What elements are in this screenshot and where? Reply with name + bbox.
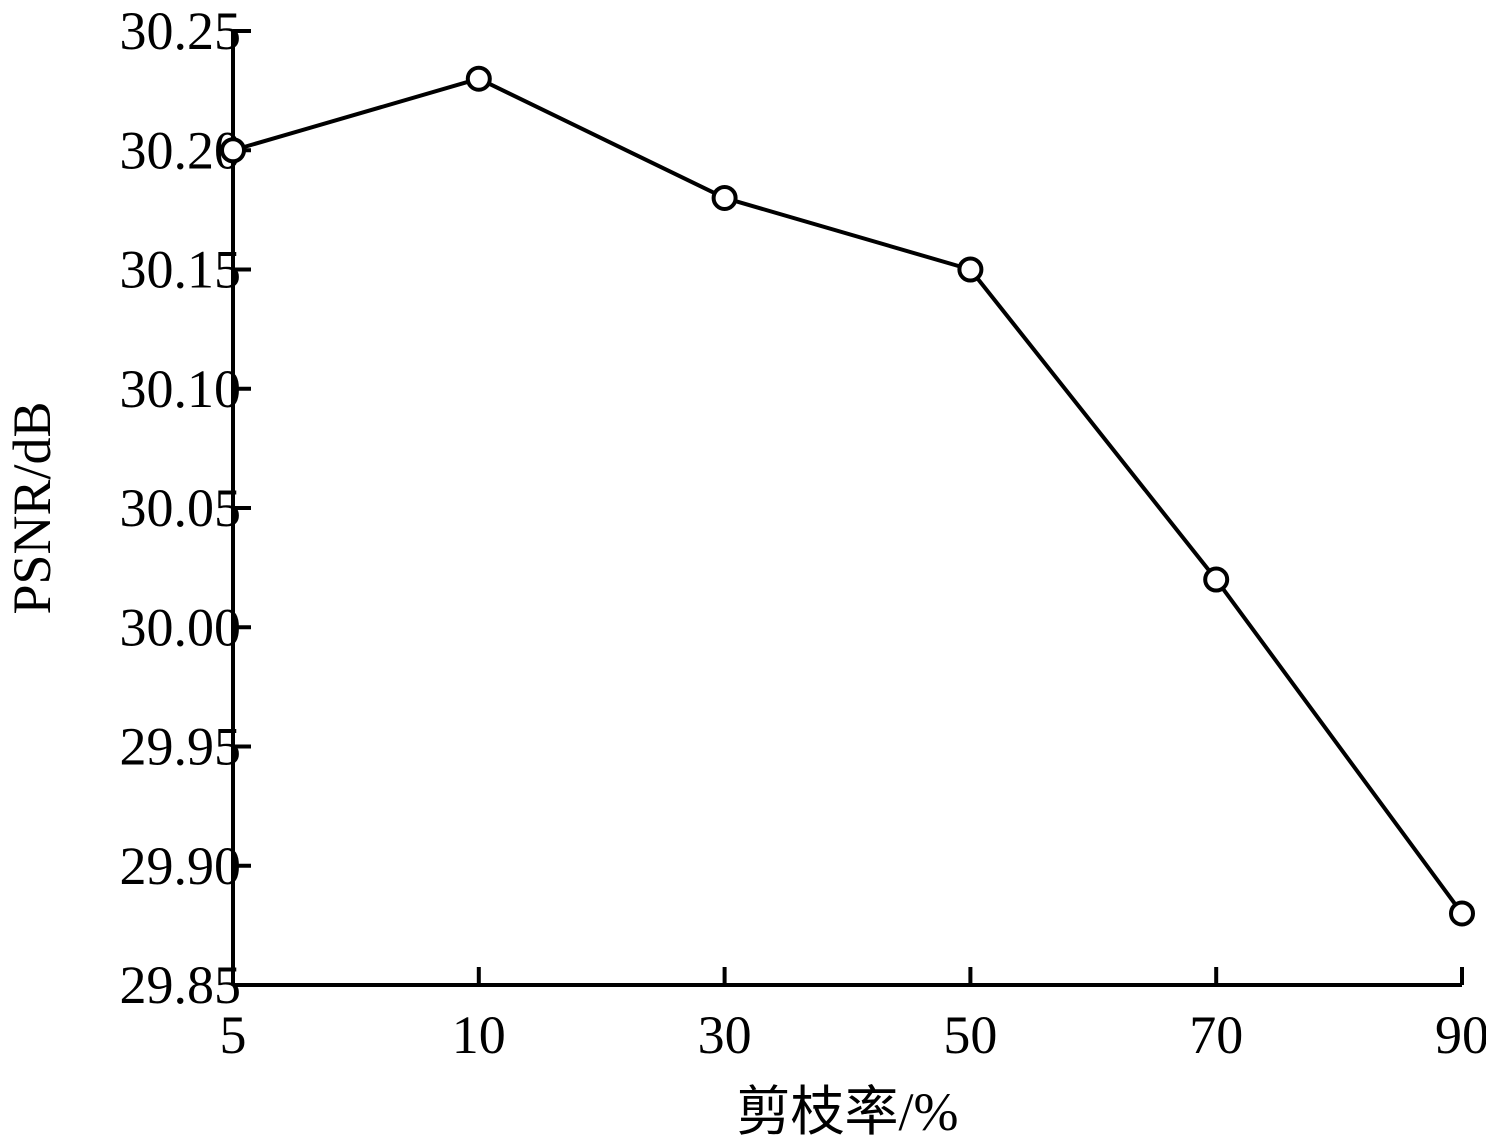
data-point [1203, 566, 1230, 593]
series-line [232, 76, 1464, 915]
y-tick-label: 30.05 [120, 478, 242, 538]
y-tick-label: 29.90 [120, 836, 242, 896]
x-axis-label: 剪枝率/% [737, 1082, 959, 1142]
y-tick-label: 30.10 [120, 359, 242, 419]
x-tick-label: 30 [698, 1005, 752, 1065]
x-tick-label: 50 [943, 1005, 997, 1065]
x-tick-label: 10 [452, 1005, 506, 1065]
x-tick-label: 5 [220, 1005, 247, 1065]
y-tick-label: 29.85 [120, 955, 242, 1015]
y-tick-label: 30.15 [120, 240, 242, 300]
x-axis-ticks: 5 10 30 50 70 90 [220, 967, 1486, 1065]
series-group [220, 65, 1475, 927]
data-point [957, 256, 984, 283]
data-point [711, 184, 738, 211]
x-tick-label: 70 [1189, 1005, 1243, 1065]
y-axis-ticks: 29.8529.9029.9530.0030.0530.1030.1530.20… [120, 1, 251, 1015]
y-tick-label: 30.00 [120, 597, 242, 657]
y-tick-label: 30.25 [120, 1, 242, 61]
y-tick-label: 29.95 [120, 717, 242, 777]
y-axis-label: PSNR/dB [2, 401, 62, 614]
data-point [465, 65, 492, 92]
data-point [220, 137, 246, 164]
data-point [1449, 900, 1475, 927]
axes [231, 31, 1462, 987]
x-tick-label: 90 [1435, 1005, 1486, 1065]
